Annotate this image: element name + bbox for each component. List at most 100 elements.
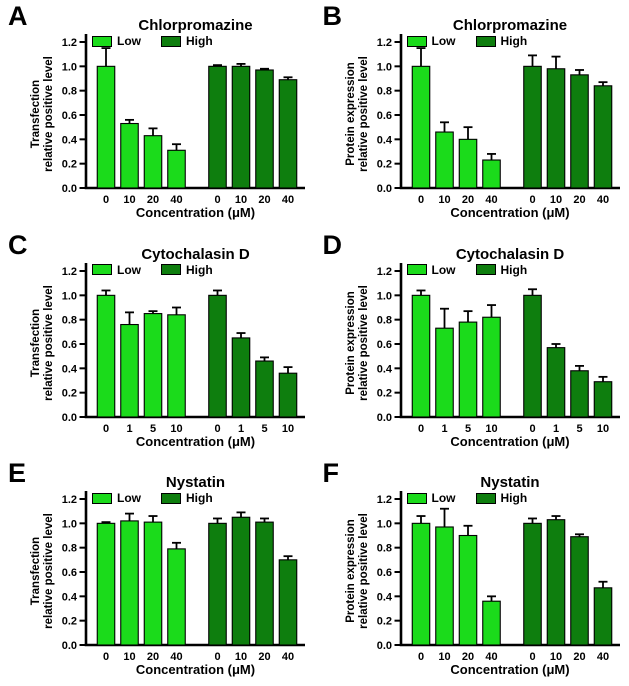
legend-label-high: High [500, 262, 528, 277]
bar-low-40 [167, 548, 186, 646]
y-tick-label: 0.2 [376, 387, 391, 399]
x-tick-label: 10 [235, 651, 247, 663]
bar-low-20 [458, 138, 477, 189]
panel-letter: F [322, 458, 340, 489]
y-tick-label: 0.6 [376, 110, 391, 122]
y-axis-label: Protein expression relative positive lev… [344, 56, 370, 172]
legend-swatch-high [161, 492, 181, 504]
y-tick-label: 1.2 [376, 266, 391, 278]
panel-c-cytochalasind-transfection: 0.0 0.2 0.4 0.6 0.8 1.0 1.2 0 1 5 10 0 1 5 10 C Cytoch… [0, 229, 315, 458]
x-axis-label: Concentration (μM) [135, 662, 256, 678]
y-tick-label: 0.4 [62, 134, 78, 146]
legend-label-low: Low [431, 491, 456, 506]
bar-low-10 [481, 316, 501, 418]
x-tick-label: 40 [596, 651, 608, 663]
y-axis-label: Protein expression relative positive lev… [344, 513, 370, 630]
x-tick-label: 1 [441, 423, 447, 435]
x-tick-label: 40 [170, 651, 182, 663]
y-tick-label: 0.4 [62, 363, 78, 375]
x-tick-label: 20 [258, 651, 270, 663]
bar-high-1 [546, 346, 565, 418]
bar-high-10 [231, 516, 251, 646]
y-tick-label: 1.2 [62, 494, 77, 506]
bar-high-0 [522, 522, 542, 646]
x-tick-label: 1 [238, 423, 244, 435]
y-axis-label: Transfection relative positive level [30, 56, 55, 172]
panel-f-nystatin-protein: 0.0 0.2 0.4 0.6 0.8 1.0 1.2 0 10 20 40 0 10 20 40 F Ny… [315, 457, 629, 686]
y-tick-label: 0.8 [62, 543, 77, 555]
bar-low-0 [411, 294, 430, 418]
legend-label-high: High [186, 491, 213, 506]
x-tick-label: 10 [123, 194, 135, 206]
y-tick-label: 0.8 [62, 314, 77, 326]
legend-label-low: Low [117, 491, 141, 506]
x-tick-label: 10 [170, 423, 182, 435]
x-tick-label: 5 [150, 423, 156, 435]
panel-a-chlorpromazine-transfection: 0.0 0.2 0.4 0.6 0.8 1.0 1.2 0 10 20 40 0 10 20 40 A Ch… [0, 0, 315, 229]
bar-high-20 [569, 536, 589, 646]
bar-high-10 [231, 65, 251, 189]
bar-low-1 [120, 323, 139, 418]
bar-low-5 [458, 321, 477, 418]
x-axis-label: Concentration (μM) [450, 205, 570, 220]
legend-swatch-low [92, 35, 112, 47]
bar-high-0 [208, 294, 227, 418]
x-tick-label: 0 [214, 423, 220, 435]
legend-label-high: High [500, 34, 528, 48]
x-tick-label: 0 [103, 194, 109, 206]
chart-canvas: 0.0 0.2 0.4 0.6 0.8 1.0 1.2 0 10 20 40 0 10 20 40 [62, 34, 305, 206]
legend-label-low: Low [431, 262, 456, 277]
x-tick-label: 0 [529, 194, 535, 206]
x-tick-label: 0 [529, 651, 535, 663]
bar-low-0 [96, 522, 116, 646]
chart-canvas: 0.0 0.2 0.4 0.6 0.8 1.0 1.2 0 1 5 10 0 1 5 10 [62, 262, 305, 435]
legend: Low High [92, 491, 213, 505]
panel-letter: E [8, 458, 27, 489]
y-axis-label: Transfection relative positive level [30, 284, 55, 401]
y-tick-label: 0.6 [376, 339, 391, 351]
y-tick-label: 1.0 [62, 290, 77, 302]
x-tick-label: 0 [417, 194, 423, 206]
panel-letter: A [8, 1, 28, 31]
y-tick-label: 0.6 [62, 110, 77, 122]
bar-low-40 [481, 159, 501, 189]
x-tick-label: 20 [573, 651, 585, 663]
panel-e-nystatin-transfection: 0.0 0.2 0.4 0.6 0.8 1.0 1.2 0 10 20 40 0 10 20 40 E Ny… [0, 457, 315, 686]
legend-swatch-high [161, 35, 181, 47]
legend: Low High [406, 491, 528, 506]
x-tick-label: 20 [461, 194, 473, 206]
x-tick-label: 0 [214, 651, 220, 663]
legend-label-high: High [500, 491, 528, 506]
bar-high-0 [522, 294, 542, 418]
x-axis-label: Concentration (μM) [135, 433, 256, 449]
legend-label-high: High [186, 262, 213, 277]
bar-low-40 [167, 149, 186, 189]
chart-title: Cytochalasin D [141, 245, 250, 263]
y-tick-label: 0.2 [62, 387, 77, 399]
y-tick-label: 1.2 [376, 37, 391, 49]
x-tick-label: 0 [214, 194, 220, 206]
bar-low-0 [96, 294, 116, 418]
x-tick-label: 5 [261, 423, 267, 435]
y-axis-label: Protein expression relative positive lev… [344, 284, 370, 401]
panel-b-chlorpromazine-protein: 0.0 0.2 0.4 0.6 0.8 1.0 1.2 0 10 20 40 0 10 20 40 B Ch… [315, 0, 629, 229]
legend-swatch-low [406, 492, 427, 504]
legend-swatch-low [92, 492, 112, 504]
x-tick-label: 0 [417, 423, 423, 435]
x-tick-label: 20 [573, 194, 585, 206]
chart-canvas: 0.0 0.2 0.4 0.6 0.8 1.0 1.2 0 10 20 40 0 10 20 40 [376, 34, 620, 206]
bar-low-0 [411, 65, 430, 189]
bar-high-40 [593, 85, 612, 189]
panel-letter: C [8, 229, 28, 260]
chart-title: Cytochalasin D [455, 245, 565, 263]
chart-canvas: 0.0 0.2 0.4 0.6 0.8 1.0 1.2 0 10 20 40 0 10 20 40 [62, 491, 305, 663]
bar-high-20 [255, 69, 274, 189]
y-tick-label: 0.2 [376, 159, 391, 171]
legend-label-high: High [186, 34, 213, 48]
y-tick-label: 0.4 [376, 363, 392, 375]
legend-swatch-low [406, 35, 427, 47]
legend: Low High [406, 34, 528, 48]
bar-high-20 [569, 74, 589, 189]
x-tick-label: 10 [485, 423, 497, 435]
x-axis-label: Concentration (μM) [450, 433, 570, 449]
